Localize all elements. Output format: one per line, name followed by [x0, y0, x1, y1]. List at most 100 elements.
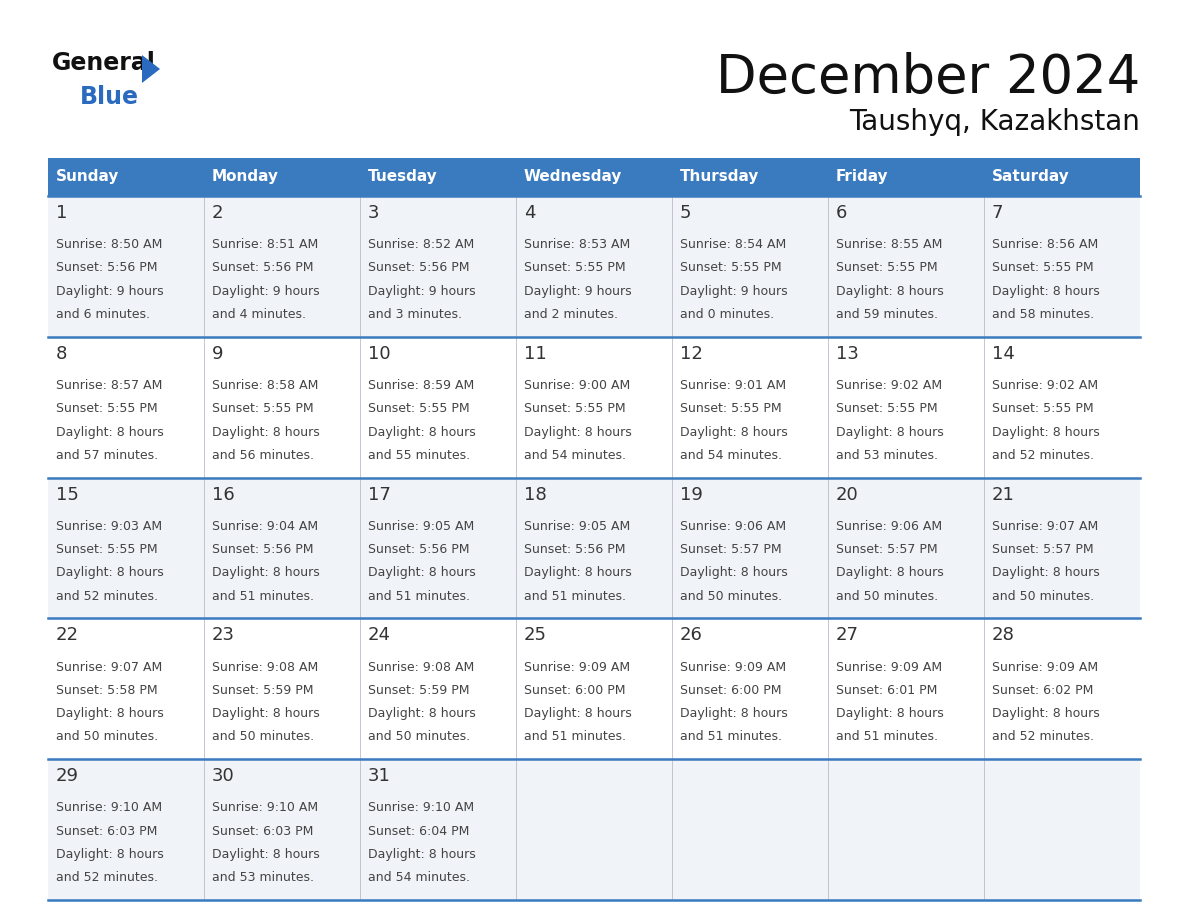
Text: Sunrise: 8:57 AM: Sunrise: 8:57 AM [56, 379, 163, 392]
Text: Daylight: 9 hours: Daylight: 9 hours [368, 285, 475, 297]
Text: and 59 minutes.: and 59 minutes. [836, 308, 937, 321]
Text: Sunrise: 8:54 AM: Sunrise: 8:54 AM [680, 239, 786, 252]
Text: Sunrise: 9:05 AM: Sunrise: 9:05 AM [368, 520, 474, 532]
Text: 1: 1 [56, 204, 68, 222]
Bar [828, 158, 984, 196]
Text: Daylight: 8 hours: Daylight: 8 hours [211, 848, 320, 861]
Text: 18: 18 [524, 486, 546, 504]
Text: and 50 minutes.: and 50 minutes. [211, 731, 314, 744]
Text: Sunrise: 8:58 AM: Sunrise: 8:58 AM [211, 379, 318, 392]
Text: 27: 27 [836, 626, 859, 644]
Bar [48, 619, 1140, 759]
Text: and 50 minutes.: and 50 minutes. [368, 731, 470, 744]
Bar [48, 759, 1140, 900]
Text: Daylight: 8 hours: Daylight: 8 hours [680, 707, 788, 720]
Text: Daylight: 8 hours: Daylight: 8 hours [524, 566, 632, 579]
Text: 21: 21 [992, 486, 1015, 504]
Text: Sunrise: 9:03 AM: Sunrise: 9:03 AM [56, 520, 162, 532]
Text: and 56 minutes.: and 56 minutes. [211, 449, 314, 462]
Text: Thursday: Thursday [680, 170, 759, 185]
Text: Sunset: 6:03 PM: Sunset: 6:03 PM [211, 824, 314, 837]
Text: Sunrise: 9:09 AM: Sunrise: 9:09 AM [680, 661, 786, 674]
Text: and 4 minutes.: and 4 minutes. [211, 308, 305, 321]
Text: Sunrise: 8:50 AM: Sunrise: 8:50 AM [56, 239, 163, 252]
Text: 5: 5 [680, 204, 691, 222]
Text: Sunrise: 9:04 AM: Sunrise: 9:04 AM [211, 520, 318, 532]
Bar [360, 158, 516, 196]
Text: Sunset: 5:57 PM: Sunset: 5:57 PM [992, 543, 1093, 556]
Text: 29: 29 [56, 767, 78, 785]
Bar [48, 158, 204, 196]
Text: Sunset: 5:57 PM: Sunset: 5:57 PM [680, 543, 782, 556]
Bar [984, 158, 1140, 196]
Text: 22: 22 [56, 626, 78, 644]
Text: 12: 12 [680, 345, 702, 363]
Text: Sunset: 6:03 PM: Sunset: 6:03 PM [56, 824, 157, 837]
Text: Sunrise: 9:09 AM: Sunrise: 9:09 AM [836, 661, 942, 674]
Text: and 55 minutes.: and 55 minutes. [368, 449, 470, 462]
Text: Daylight: 9 hours: Daylight: 9 hours [524, 285, 632, 297]
Text: Sunset: 5:56 PM: Sunset: 5:56 PM [524, 543, 625, 556]
Text: Sunrise: 9:10 AM: Sunrise: 9:10 AM [211, 801, 318, 814]
Text: Daylight: 8 hours: Daylight: 8 hours [524, 707, 632, 720]
Text: Daylight: 8 hours: Daylight: 8 hours [524, 426, 632, 439]
Text: and 2 minutes.: and 2 minutes. [524, 308, 618, 321]
Text: Tuesday: Tuesday [368, 170, 437, 185]
Text: and 52 minutes.: and 52 minutes. [992, 731, 1094, 744]
Text: Daylight: 8 hours: Daylight: 8 hours [836, 426, 943, 439]
Polygon shape [143, 55, 160, 83]
Text: Sunset: 5:58 PM: Sunset: 5:58 PM [56, 684, 158, 697]
Text: Taushyq, Kazakhstan: Taushyq, Kazakhstan [849, 108, 1140, 136]
Text: 28: 28 [992, 626, 1015, 644]
Text: and 51 minutes.: and 51 minutes. [211, 589, 314, 602]
Text: Sunrise: 8:59 AM: Sunrise: 8:59 AM [368, 379, 474, 392]
Text: Sunset: 5:56 PM: Sunset: 5:56 PM [211, 543, 314, 556]
Text: 25: 25 [524, 626, 546, 644]
Text: 7: 7 [992, 204, 1004, 222]
Text: and 54 minutes.: and 54 minutes. [524, 449, 626, 462]
Text: and 51 minutes.: and 51 minutes. [524, 589, 626, 602]
Text: Sunrise: 9:06 AM: Sunrise: 9:06 AM [836, 520, 942, 532]
Text: Sunrise: 9:09 AM: Sunrise: 9:09 AM [524, 661, 630, 674]
Text: Sunset: 6:01 PM: Sunset: 6:01 PM [836, 684, 937, 697]
Text: and 50 minutes.: and 50 minutes. [992, 589, 1094, 602]
Bar [672, 158, 828, 196]
Text: Sunset: 5:55 PM: Sunset: 5:55 PM [368, 402, 469, 415]
Text: Sunset: 5:55 PM: Sunset: 5:55 PM [56, 402, 158, 415]
Text: Sunrise: 9:09 AM: Sunrise: 9:09 AM [992, 661, 1098, 674]
Text: 2: 2 [211, 204, 223, 222]
Text: Sunrise: 8:53 AM: Sunrise: 8:53 AM [524, 239, 630, 252]
Text: and 57 minutes.: and 57 minutes. [56, 449, 158, 462]
Text: Daylight: 8 hours: Daylight: 8 hours [368, 566, 475, 579]
Text: 16: 16 [211, 486, 234, 504]
Text: December 2024: December 2024 [715, 52, 1140, 104]
Text: Sunset: 5:55 PM: Sunset: 5:55 PM [524, 402, 625, 415]
Text: 30: 30 [211, 767, 234, 785]
Text: Sunset: 5:55 PM: Sunset: 5:55 PM [56, 543, 158, 556]
Text: and 52 minutes.: and 52 minutes. [992, 449, 1094, 462]
Text: Sunrise: 9:08 AM: Sunrise: 9:08 AM [368, 661, 474, 674]
Text: 17: 17 [368, 486, 391, 504]
Text: 19: 19 [680, 486, 702, 504]
Text: Daylight: 8 hours: Daylight: 8 hours [211, 707, 320, 720]
Text: Sunset: 6:02 PM: Sunset: 6:02 PM [992, 684, 1093, 697]
Text: Sunrise: 9:05 AM: Sunrise: 9:05 AM [524, 520, 630, 532]
Text: 4: 4 [524, 204, 536, 222]
Text: General: General [52, 51, 156, 75]
Text: Sunrise: 9:00 AM: Sunrise: 9:00 AM [524, 379, 630, 392]
Text: Sunset: 5:55 PM: Sunset: 5:55 PM [524, 262, 625, 274]
Text: Sunset: 5:56 PM: Sunset: 5:56 PM [56, 262, 157, 274]
Text: 31: 31 [368, 767, 391, 785]
Text: and 54 minutes.: and 54 minutes. [368, 871, 469, 884]
Text: and 52 minutes.: and 52 minutes. [56, 589, 158, 602]
Text: and 51 minutes.: and 51 minutes. [680, 731, 782, 744]
Text: and 54 minutes.: and 54 minutes. [680, 449, 782, 462]
Text: and 51 minutes.: and 51 minutes. [836, 731, 937, 744]
Text: Sunset: 5:55 PM: Sunset: 5:55 PM [680, 262, 782, 274]
Text: 20: 20 [836, 486, 859, 504]
Text: Daylight: 8 hours: Daylight: 8 hours [211, 426, 320, 439]
Text: Daylight: 8 hours: Daylight: 8 hours [368, 848, 475, 861]
Text: and 51 minutes.: and 51 minutes. [524, 731, 626, 744]
Text: and 53 minutes.: and 53 minutes. [836, 449, 937, 462]
Text: 10: 10 [368, 345, 391, 363]
